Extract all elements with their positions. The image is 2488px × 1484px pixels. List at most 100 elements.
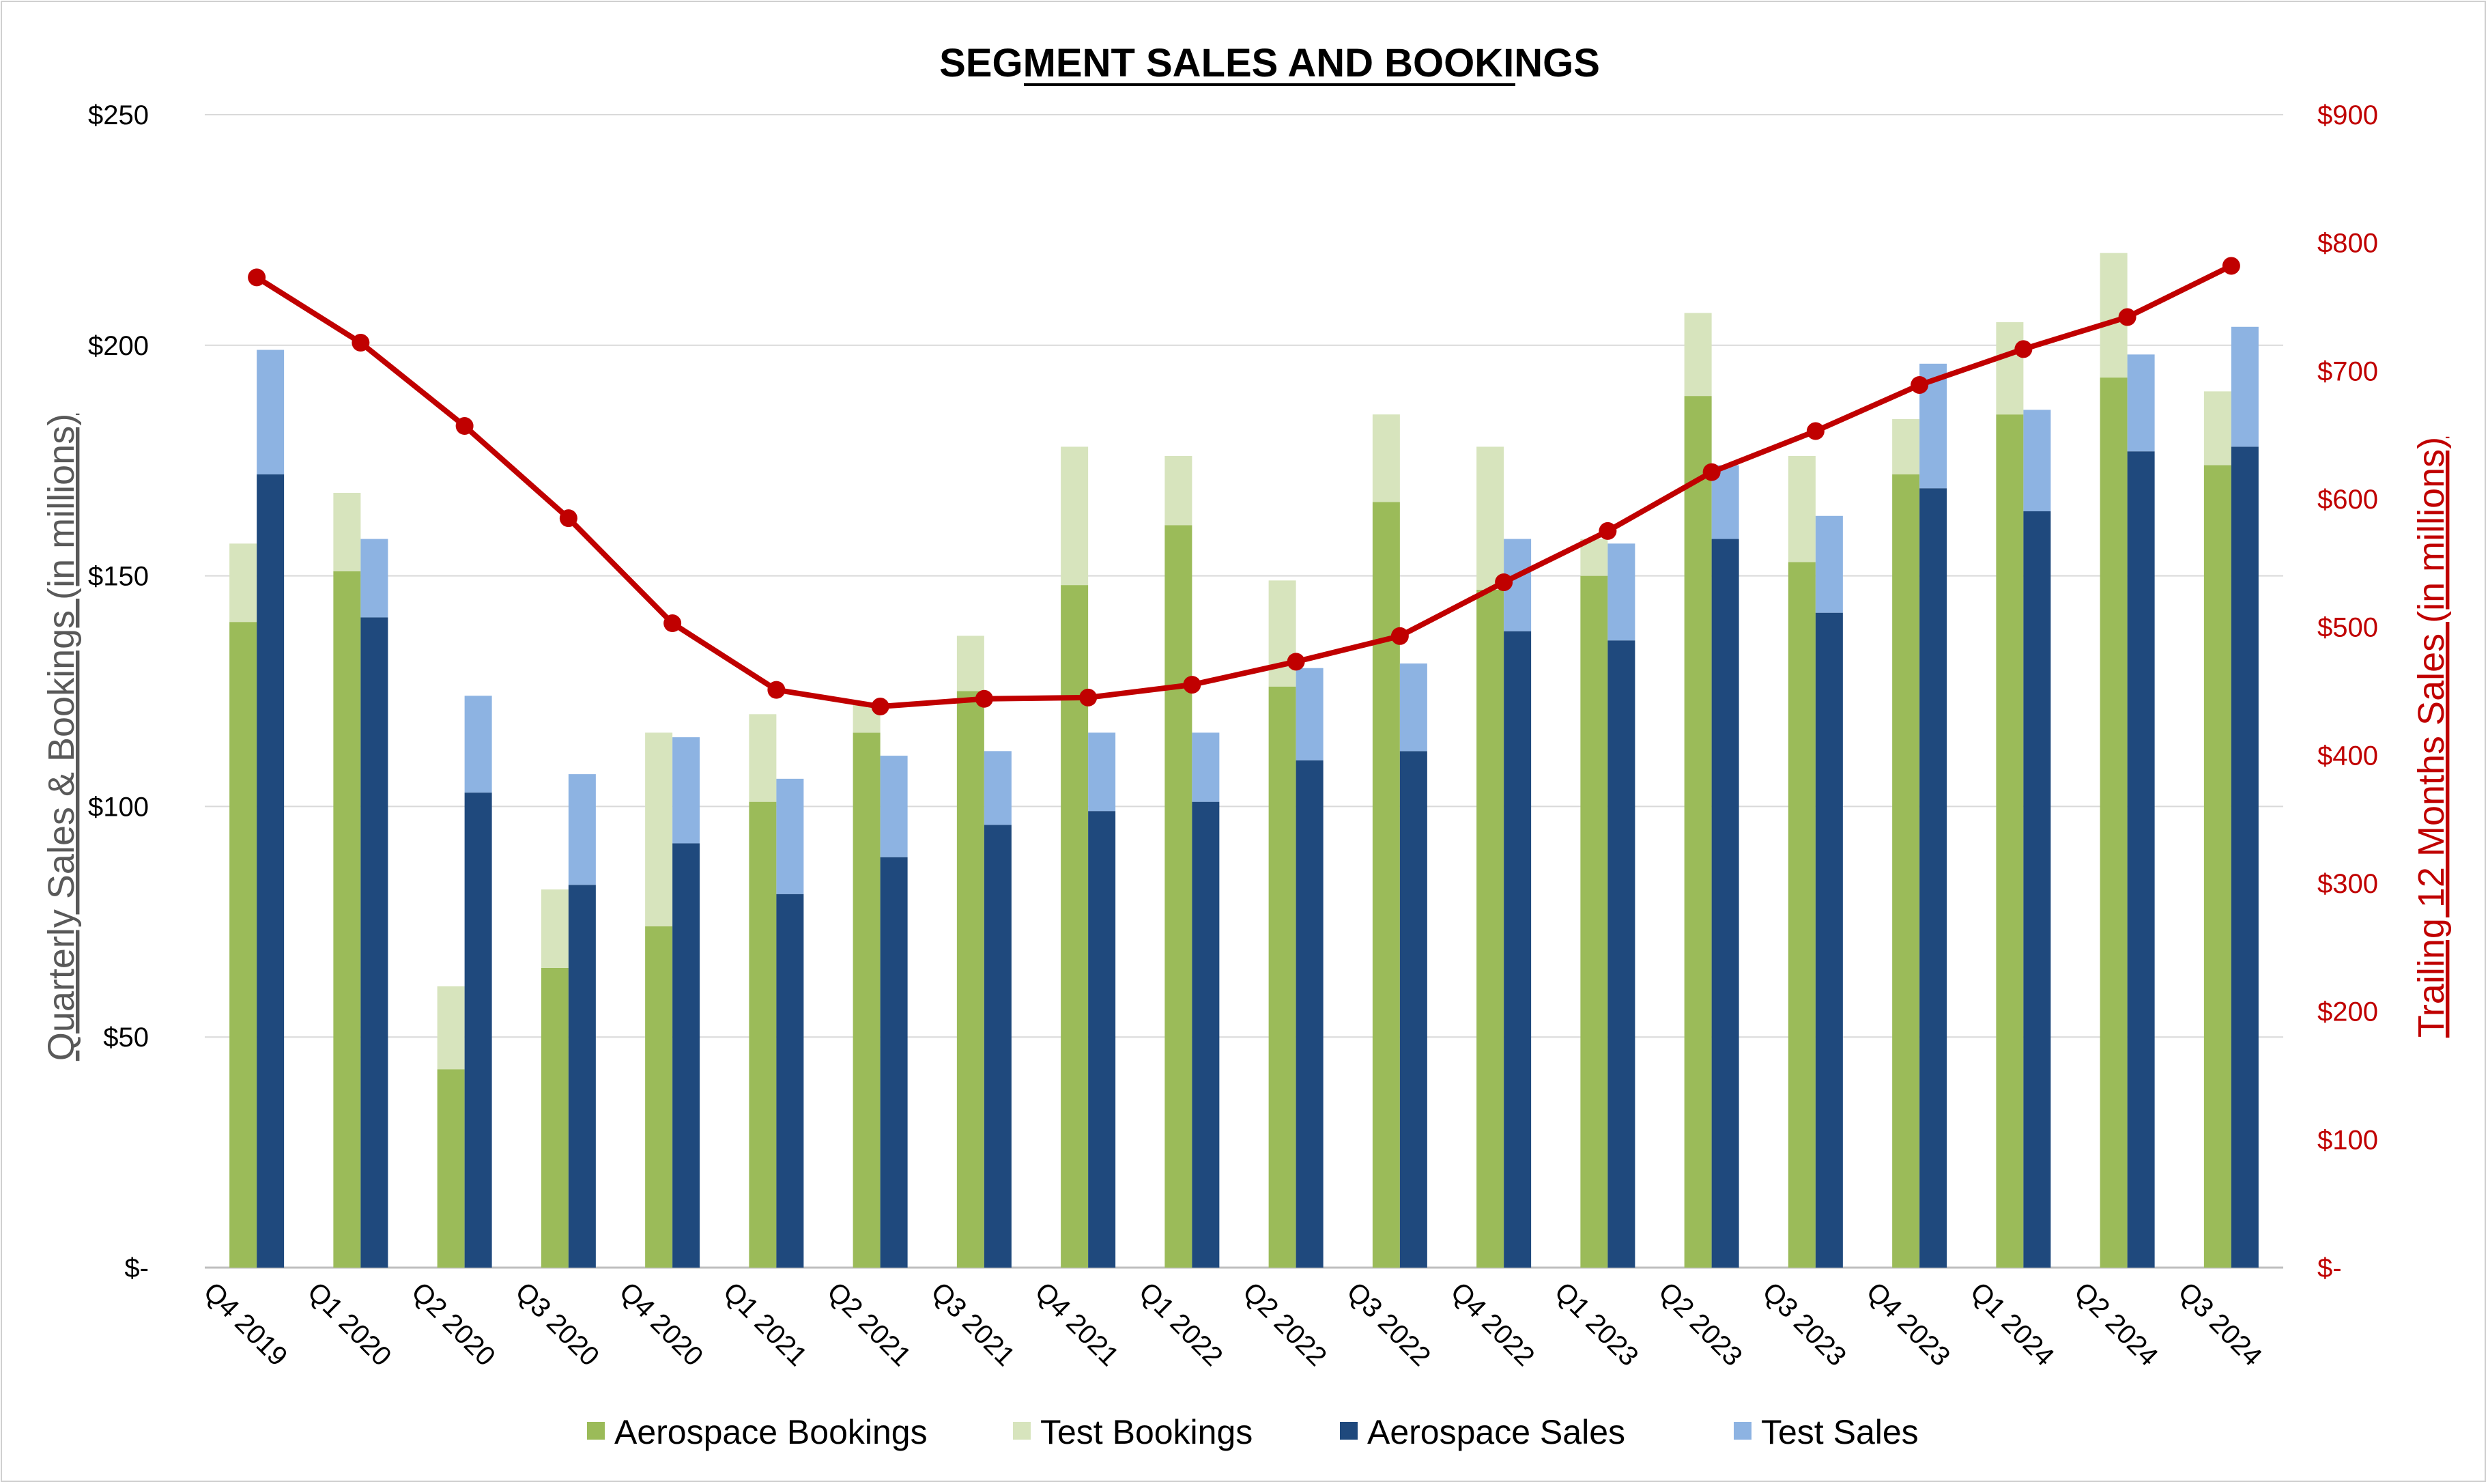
bar-aerospace-sales	[1815, 612, 1843, 1268]
bar-aerospace-bookings	[437, 1069, 465, 1268]
grid-lines	[205, 114, 2283, 1269]
right-axis-title: Trailing 12 Months Sales (in millions)	[2411, 437, 2452, 1038]
category-label: Q2 2023	[1653, 1276, 1748, 1372]
left-axis-ticks: $- $50 $100 $150 $200 $250	[88, 100, 149, 1283]
right-tick-label: $700	[2317, 356, 2378, 386]
trailing-sales-line	[248, 257, 2240, 716]
bar-test-sales	[1088, 732, 1116, 812]
category-label: Q4 2020	[614, 1276, 709, 1372]
bar-test-bookings	[229, 543, 257, 623]
bar-test-bookings	[645, 732, 673, 927]
bar-test-sales	[257, 349, 285, 474]
legend-swatch	[1340, 1422, 1358, 1440]
bar-aerospace-sales	[1919, 488, 1947, 1268]
bar-test-sales	[776, 778, 804, 894]
category-label: Q3 2023	[1757, 1276, 1853, 1372]
right-tick-label: $800	[2317, 229, 2378, 259]
right-tick-label: $200	[2317, 997, 2378, 1027]
trailing-sales-point	[767, 681, 786, 699]
category-label: Q2 2020	[405, 1276, 501, 1372]
category-label: Q1 2022	[1133, 1276, 1229, 1372]
left-tick-label: $100	[88, 792, 149, 822]
trailing-sales-point	[559, 509, 577, 528]
trailing-sales-point	[663, 614, 682, 633]
bar-test-bookings	[956, 636, 984, 691]
bar-aerospace-sales	[1192, 801, 1220, 1268]
category-label: Q1 2024	[1964, 1276, 2060, 1372]
bar-aerospace-bookings	[1164, 525, 1192, 1268]
bar-aerospace-sales	[1296, 760, 1324, 1268]
bar-test-sales	[568, 774, 596, 885]
right-tick-label: $500	[2317, 613, 2378, 643]
bar-aerospace-bookings	[1372, 502, 1400, 1268]
bar-test-bookings	[1164, 455, 1192, 526]
bar-aerospace-bookings	[1788, 562, 1816, 1268]
bar-test-bookings	[2203, 391, 2231, 466]
left-tick-label: $50	[103, 1023, 149, 1053]
bar-test-sales	[1815, 515, 1843, 613]
category-labels: Q4 2019 Q1 2020 Q2 2020 Q3 2020 Q4 2020 Q1 20…	[198, 1276, 2268, 1372]
right-tick-label: $600	[2317, 485, 2378, 515]
left-tick-label: $150	[88, 562, 149, 592]
bar-test-sales	[1399, 663, 1427, 752]
bar-test-sales	[1296, 668, 1324, 760]
category-label: Q4 2022	[1445, 1276, 1541, 1372]
trailing-sales-line-path	[255, 263, 2233, 710]
bar-test-sales	[2231, 326, 2259, 447]
trailing-sales-point	[455, 417, 474, 436]
bar-aerospace-bookings	[1268, 686, 1296, 1268]
bar-aerospace-sales	[1399, 751, 1427, 1268]
trailing-sales-point	[871, 698, 889, 716]
bar-aerospace-sales	[1711, 539, 1739, 1268]
bar-aerospace-sales	[568, 885, 596, 1268]
category-label: Q4 2023	[1861, 1276, 1956, 1372]
bar-aerospace-sales	[2231, 446, 2259, 1268]
bar-test-sales	[984, 751, 1012, 825]
bar-aerospace-bookings	[2100, 377, 2128, 1268]
legend-swatch	[1734, 1422, 1751, 1440]
right-tick-label: $100	[2317, 1125, 2378, 1155]
category-label: Q3 2021	[926, 1276, 1021, 1372]
bar-test-sales	[1607, 543, 1635, 641]
bar-aerospace-bookings	[541, 967, 569, 1268]
category-label: Q4 2021	[1029, 1276, 1125, 1372]
trailing-sales-point	[1806, 422, 1825, 440]
bar-aerospace-sales	[360, 617, 388, 1268]
bar-aerospace-sales	[1504, 631, 1532, 1268]
bar-aerospace-bookings	[1580, 575, 1608, 1268]
bar-aerospace-bookings	[333, 571, 361, 1268]
trailing-sales-point	[2222, 257, 2240, 275]
bar-test-bookings	[1061, 446, 1089, 586]
right-tick-label: $400	[2317, 741, 2378, 771]
category-label: Q2 2021	[821, 1276, 917, 1372]
bar-aerospace-bookings	[749, 801, 777, 1268]
chart-title: SEGMENT SALES AND BOOKINGS	[939, 41, 1600, 85]
bar-test-bookings	[1684, 313, 1712, 397]
trailing-sales-point	[1079, 688, 1098, 707]
bar-test-sales	[672, 737, 700, 844]
trailing-sales-point	[975, 689, 993, 708]
bar-aerospace-sales	[257, 474, 285, 1268]
category-label: Q1 2020	[302, 1276, 397, 1372]
bar-aerospace-bookings	[1476, 589, 1504, 1268]
trailing-sales-point	[352, 334, 370, 352]
bar-aerospace-bookings	[229, 622, 257, 1268]
trailing-sales-point	[2014, 340, 2033, 358]
bar-test-sales	[880, 756, 908, 857]
bar-aerospace-bookings	[1061, 585, 1089, 1268]
left-tick-label: $250	[88, 100, 149, 130]
bar-test-bookings	[1372, 414, 1400, 502]
bar-test-sales	[360, 539, 388, 618]
bar-test-bookings	[749, 714, 777, 802]
bars	[229, 253, 2259, 1268]
trailing-sales-point	[1599, 522, 1617, 540]
trailing-sales-point	[1495, 573, 1513, 591]
trailing-sales-point	[1911, 375, 1929, 394]
bar-aerospace-sales	[880, 857, 908, 1268]
category-label: Q3 2022	[1341, 1276, 1437, 1372]
category-label: Q1 2023	[1549, 1276, 1644, 1372]
bar-aerospace-bookings	[2203, 465, 2231, 1268]
category-label: Q2 2024	[2068, 1276, 2164, 1372]
left-tick-label: $-	[124, 1253, 149, 1283]
bar-test-bookings	[437, 986, 465, 1070]
